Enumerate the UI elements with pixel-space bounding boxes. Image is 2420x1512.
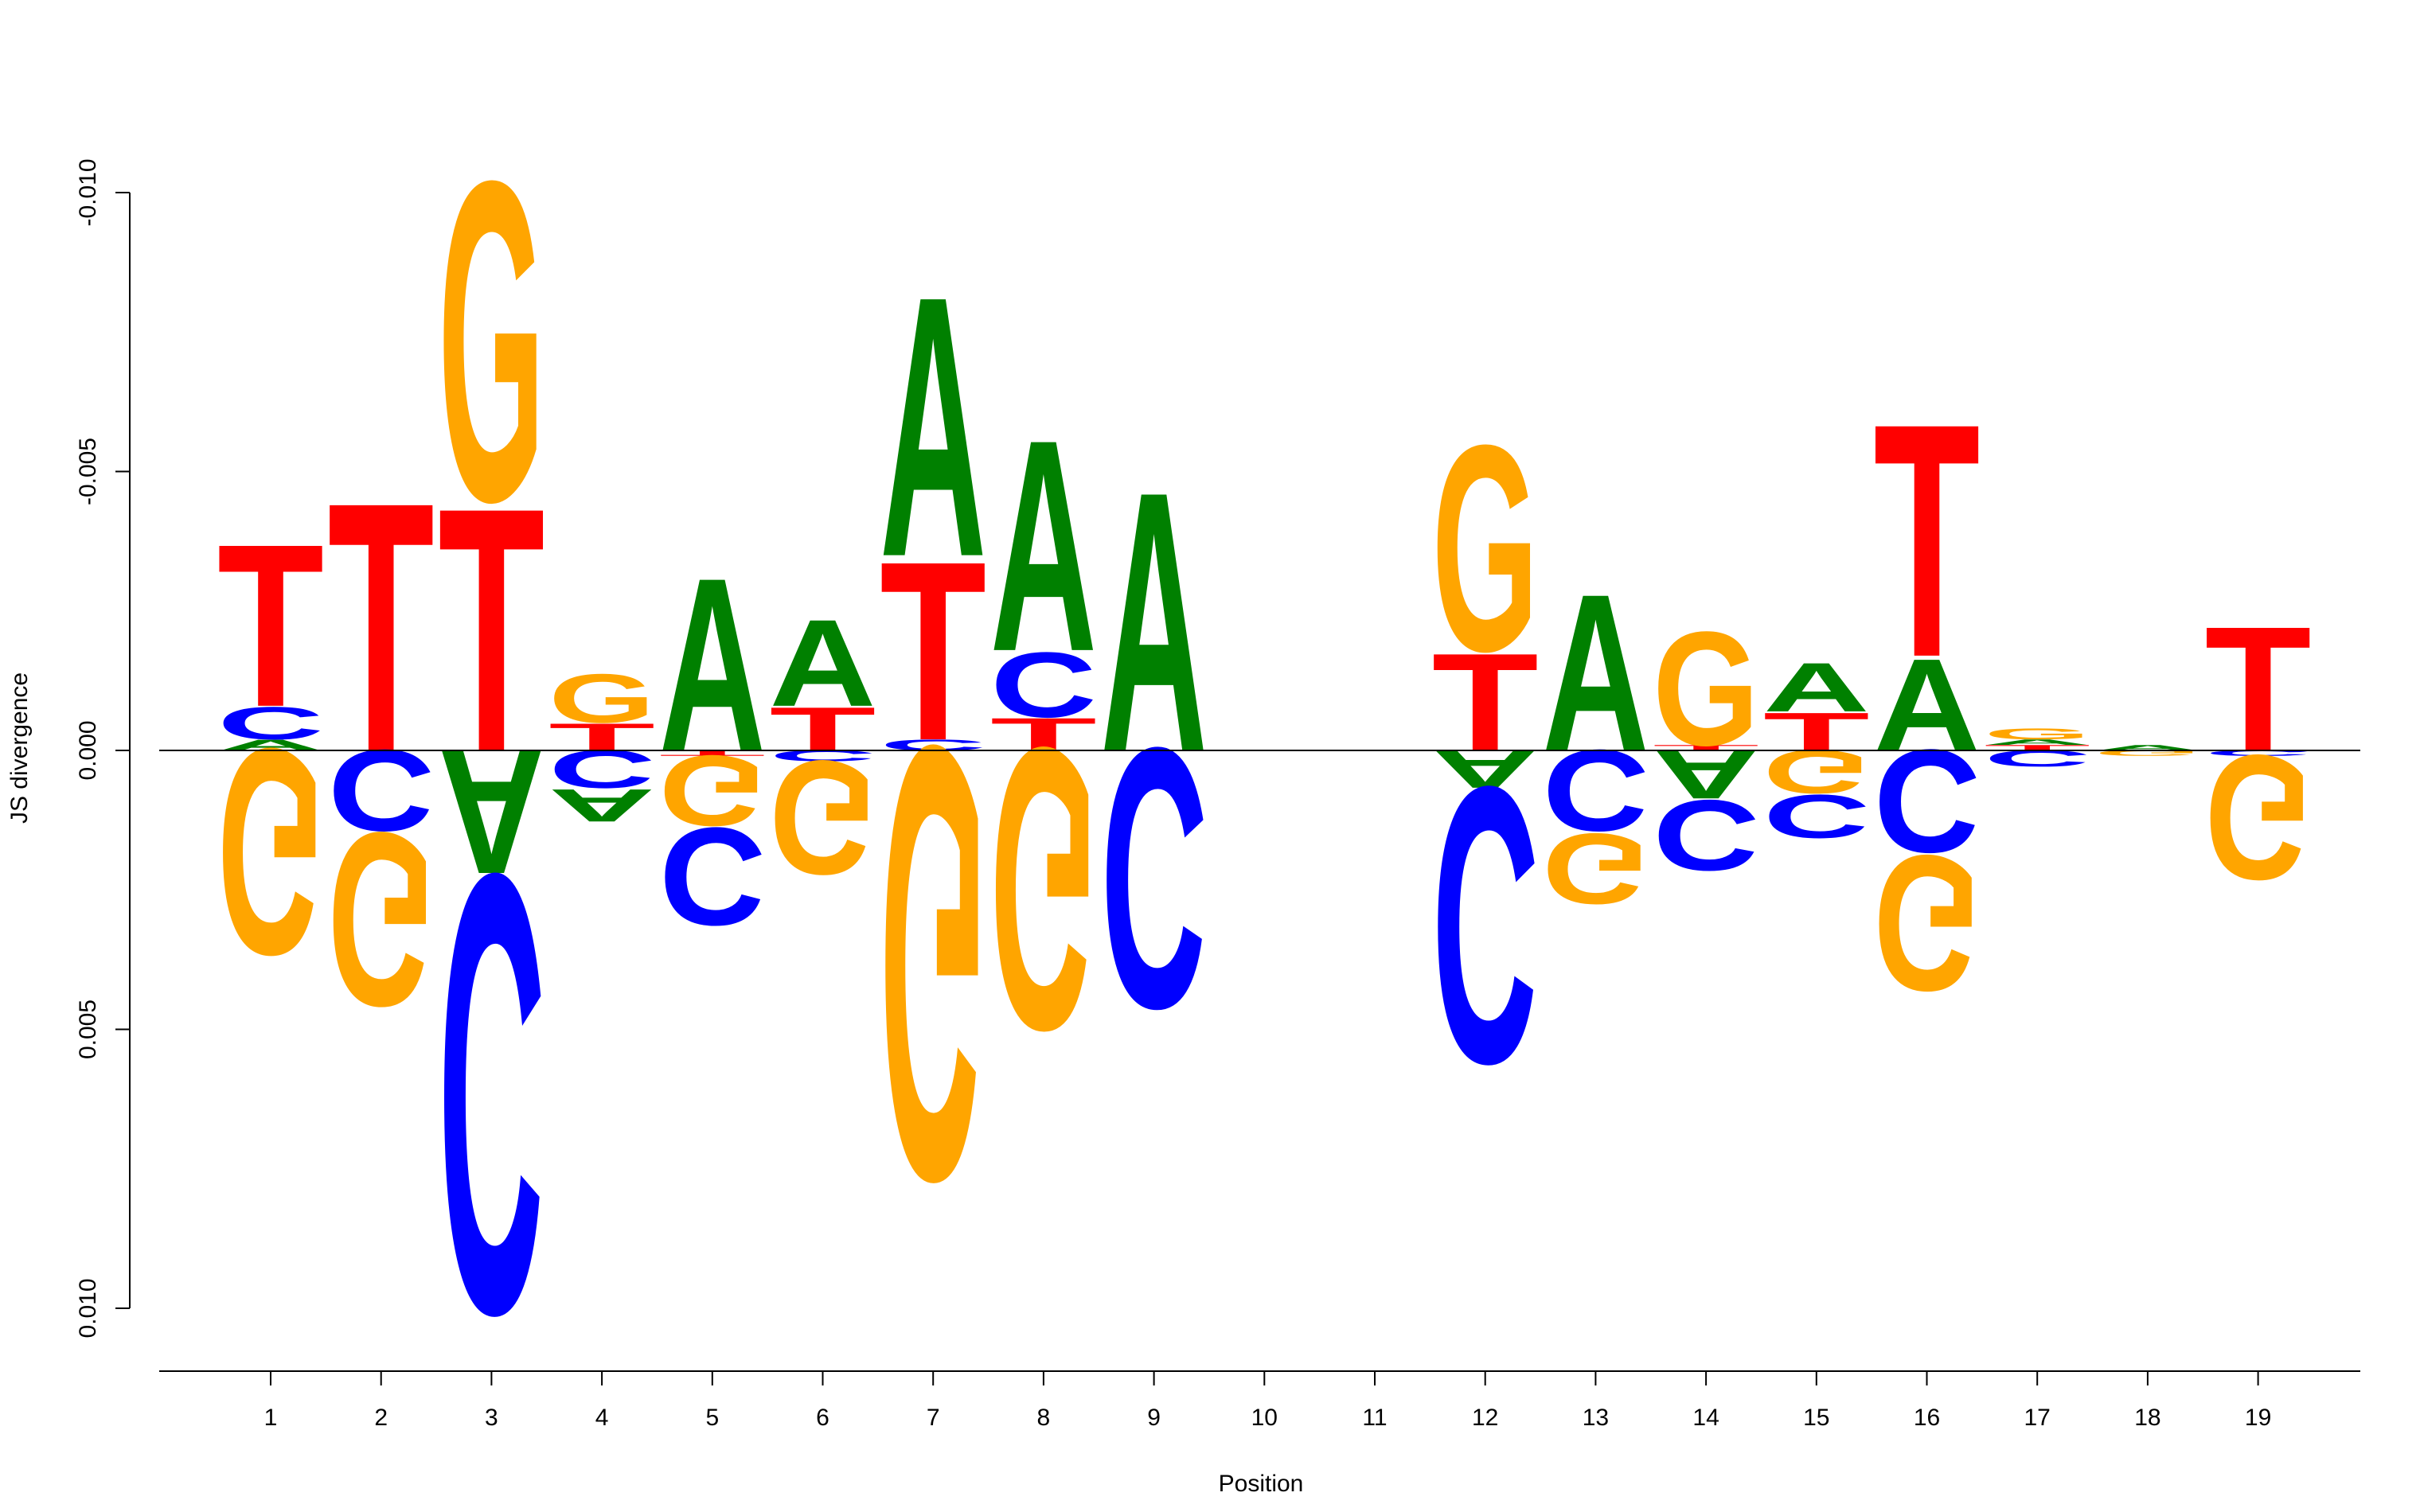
logo-letter-G: G (2094, 749, 2201, 758)
logo-letter-C: C (990, 633, 1097, 736)
x-tick-label: 19 (2245, 1405, 2271, 1431)
logo-letter-G: G (880, 618, 986, 1311)
logo-letter-G: G (1763, 737, 1870, 806)
x-axis: 1 2 3 4 5 6 7 8 9 10 11 12 13 14 15 16 17 18 19 (159, 1370, 2360, 1431)
logo-letter-C: C (659, 798, 766, 953)
y-tick-label: 0.010 (75, 1278, 101, 1338)
x-tick-label: 18 (2134, 1405, 2160, 1431)
logo-letter-G: G (1874, 815, 1981, 1031)
logo-letter-C: C (1432, 705, 1539, 1146)
logo-letter-A: A (659, 527, 766, 804)
x-tick-label: 5 (705, 1405, 719, 1431)
x-tick-label: 3 (485, 1405, 498, 1431)
logo-letter-A: A (770, 594, 876, 733)
y-tick-label: -0.010 (75, 158, 101, 226)
logo-letter-C: C (770, 747, 876, 765)
logo-letter-C: C (1763, 781, 1870, 851)
logo-letter-A: A (1101, 415, 1208, 830)
y-tick-label: -0.005 (75, 438, 101, 505)
x-tick-label: 14 (1692, 1405, 1719, 1431)
logo-letter-T: T (328, 428, 435, 826)
x-tick-label: 12 (1472, 1405, 1498, 1431)
logo-letter-A: A (880, 220, 986, 635)
x-tick-label: 10 (1251, 1405, 1278, 1431)
x-tick-label: 11 (1362, 1405, 1387, 1431)
x-tick-label: 15 (1803, 1405, 1829, 1431)
logo-letter-T: T (990, 709, 1097, 761)
logo-letter-C: C (1984, 746, 2090, 772)
x-tick-label: 13 (1583, 1405, 1609, 1431)
y-axis: -0.010 -0.005 0.000 0.005 0.010 (75, 158, 131, 1339)
logo-letter-A: A (990, 377, 1097, 715)
logo-letter-A: A (1432, 738, 1539, 800)
logo-letter-A: A (1763, 649, 1870, 727)
logo-letter-T: T (770, 694, 876, 763)
y-axis-title: JS divergence (6, 672, 33, 824)
logo-letter-A: A (2094, 743, 2201, 752)
x-tick-label: 1 (264, 1405, 278, 1431)
logo-letter-A: A (217, 736, 324, 754)
x-tick-label: 8 (1037, 1405, 1051, 1431)
logo-letter-A: A (1653, 735, 1759, 813)
logo-letter-C: C (2205, 749, 2312, 758)
logo-letter-T: T (2205, 589, 2312, 789)
logo-letter-G: G (438, 85, 544, 596)
logo-letter-C: C (438, 745, 544, 1446)
logo-letter-A: A (548, 779, 655, 831)
logo-letter-T: T (1432, 625, 1539, 781)
x-tick-label: 2 (374, 1405, 388, 1431)
x-tick-label: 17 (2024, 1405, 2051, 1431)
logo-letter-G: G (2205, 718, 2312, 917)
logo-letter-G: G (1984, 725, 2090, 742)
logo-letter-G: G (1432, 384, 1539, 713)
logo-letter-T: T (1653, 743, 1759, 752)
logo-letter-C: C (1653, 779, 1759, 892)
logo-letter-T: T (1874, 353, 1981, 727)
logo-letter-T: T (548, 715, 655, 759)
logo-letter-C: C (548, 738, 655, 800)
x-tick-label: 9 (1147, 1405, 1161, 1431)
logo-letter-G: G (328, 781, 435, 1058)
x-tick-label: 6 (816, 1405, 829, 1431)
logo-letter-T: T (438, 435, 544, 824)
logo-letter-C: C (1101, 671, 1208, 1086)
logo-letter-G: G (548, 659, 655, 737)
logo-letter-G: G (990, 664, 1097, 1114)
y-tick-label: 0.000 (75, 720, 101, 780)
x-tick-label: 16 (1914, 1405, 1940, 1431)
logo-letter-A: A (1874, 632, 1981, 779)
logo-letter-T: T (880, 509, 986, 794)
logo-letter-A: A (1542, 548, 1649, 799)
logo-letter-C: C (217, 697, 324, 749)
logo-letter-G: G (659, 734, 766, 847)
x-tick-label: 4 (595, 1405, 609, 1431)
logo-letter-C: C (1542, 726, 1649, 855)
logo-letter-G: G (1542, 813, 1649, 926)
logo-letter-G: G (770, 727, 876, 908)
logo-letter-A: A (438, 712, 544, 911)
logo-letter-A: A (1984, 738, 2090, 746)
x-axis-title: Position (1219, 1471, 1304, 1497)
logo-letter-T: T (217, 495, 324, 755)
logo-letter-T: T (659, 749, 766, 758)
logo-letter-G: G (217, 688, 324, 1016)
logo-letter-C: C (1874, 719, 1981, 883)
y-tick-label: 0.005 (75, 1000, 101, 1059)
logo-letter-T: T (1763, 702, 1870, 762)
x-tick-label: 7 (927, 1405, 940, 1431)
logo-letter-T: T (1984, 743, 2090, 752)
logo-letter-C: C (880, 736, 986, 754)
logo-letter-C: C (328, 726, 435, 855)
